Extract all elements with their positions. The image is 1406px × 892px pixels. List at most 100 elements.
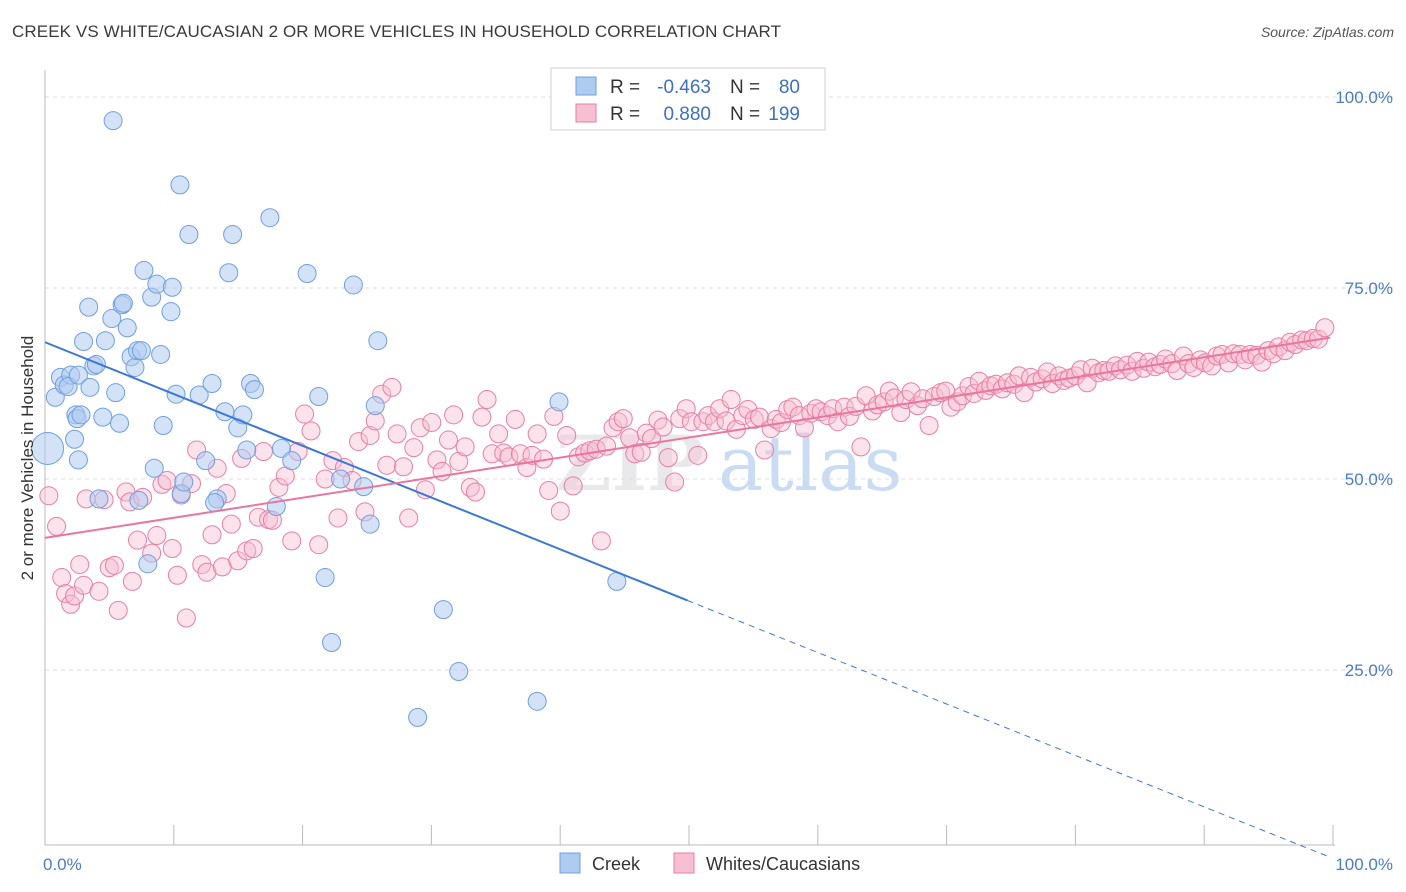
creek-point — [408, 707, 428, 727]
whites-point — [828, 412, 848, 432]
tick-labels: 100.0% 75.0% 50.0% 25.0% 0.0% 100.0% — [43, 88, 1393, 874]
creek-point — [129, 490, 149, 510]
legend-swatch-whites — [575, 103, 597, 123]
whites-point — [969, 371, 989, 391]
creek-point — [131, 341, 151, 361]
whites-point — [382, 377, 402, 397]
creek-point — [449, 662, 469, 682]
whites-point — [253, 441, 273, 461]
creek-point — [153, 416, 173, 436]
creek-point — [315, 568, 335, 588]
whites-point — [449, 451, 469, 471]
whites-point — [162, 539, 182, 559]
creek-point — [162, 277, 182, 297]
whites-point — [670, 409, 690, 429]
creek-point — [322, 632, 342, 652]
whites-point — [108, 600, 128, 620]
creek-point — [368, 331, 388, 351]
whites-point — [99, 558, 119, 578]
creek-point — [161, 302, 181, 322]
whites-point — [455, 437, 475, 457]
creek-point — [106, 383, 126, 403]
creek-point — [365, 396, 385, 416]
whites-point — [539, 480, 559, 500]
whites-point — [465, 482, 485, 502]
y-tick-label: 75.0% — [1345, 279, 1393, 298]
whites-point — [70, 555, 90, 575]
whites-point — [176, 608, 196, 628]
whites-point — [167, 565, 187, 585]
bottom-legend-swatch-creek — [559, 852, 581, 874]
chart-title: CREEK VS WHITE/CAUCASIAN 2 OR MORE VEHIC… — [12, 22, 782, 41]
legend-creek-n-value: 80 — [779, 77, 800, 98]
whites-point — [778, 399, 798, 419]
x-tick-label: 0.0% — [43, 855, 82, 874]
creek-point — [196, 451, 216, 471]
creek-point — [309, 386, 329, 406]
whites-point — [89, 581, 109, 601]
whites-point — [550, 501, 570, 521]
creek-point — [433, 600, 453, 620]
creek-point — [93, 407, 113, 427]
legend-creek-n-label: N = — [730, 77, 760, 98]
y-tick-label: 50.0% — [1345, 470, 1393, 489]
whites-point — [197, 562, 217, 582]
whites-point — [738, 399, 758, 419]
whites-point — [243, 539, 263, 559]
watermark: ZIP atlas — [556, 419, 902, 508]
whites-point — [387, 424, 407, 444]
creek-point — [68, 365, 88, 385]
whites-point — [47, 516, 67, 536]
whites-point — [625, 444, 645, 464]
creek-point — [89, 489, 109, 509]
whites-point — [620, 428, 640, 448]
creek-point — [31, 431, 65, 465]
whites-point — [744, 409, 764, 429]
whites-point — [1315, 318, 1335, 338]
creek-point — [71, 405, 91, 425]
creek-trend-extension — [687, 600, 1331, 858]
whites-point — [613, 409, 633, 429]
creek-trend-line — [44, 341, 688, 602]
watermark-atlas: atlas — [718, 419, 902, 508]
whites-point — [349, 432, 369, 452]
creek-point — [219, 263, 239, 283]
whites-point — [755, 440, 775, 460]
whites-point — [472, 407, 492, 427]
creek-point — [527, 691, 547, 711]
creek-point — [343, 275, 363, 295]
creek-point — [65, 429, 85, 449]
trend-lines — [44, 336, 1331, 858]
creek-point — [147, 274, 167, 294]
creek-point — [297, 263, 317, 283]
creek-point — [79, 297, 99, 317]
creek-point — [102, 309, 122, 329]
creek-point — [549, 392, 569, 412]
whites-point — [52, 568, 72, 588]
whites-point — [710, 399, 730, 419]
whites-point — [665, 472, 685, 492]
whites-point — [39, 486, 59, 506]
creek-point — [237, 440, 257, 460]
whites-point — [104, 555, 124, 575]
y-tick-label: 25.0% — [1345, 661, 1393, 680]
whites-point — [444, 405, 464, 425]
creek-point — [260, 208, 280, 228]
whites-point — [522, 445, 542, 465]
whites-point — [438, 430, 458, 450]
bottom-legend-whites: Whites/Caucasians — [706, 854, 860, 874]
creek-point — [134, 260, 154, 280]
whites-point — [328, 508, 348, 528]
bottom-legend-swatch-whites — [673, 852, 695, 874]
creek-point — [179, 225, 199, 245]
y-axis-label: 2 or more Vehicles in Household — [18, 336, 37, 581]
legend-creek-r-value: -0.463 — [657, 77, 711, 98]
whites-trend-line — [44, 336, 1331, 539]
whites-point — [563, 476, 583, 496]
whites-point — [410, 418, 430, 438]
whites-point — [152, 474, 172, 494]
creek-point — [103, 111, 123, 131]
whites-point — [557, 425, 577, 445]
whites-point — [147, 526, 167, 546]
whites-point — [377, 455, 397, 475]
